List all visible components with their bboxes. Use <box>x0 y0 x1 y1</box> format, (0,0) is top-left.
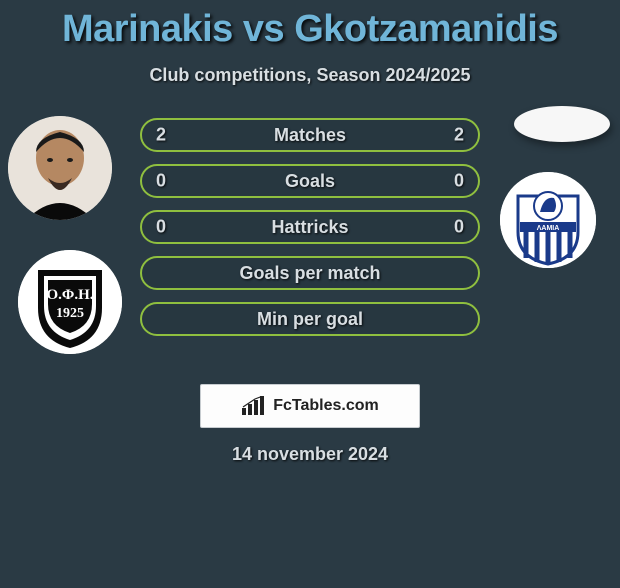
club-right-crest: ΛΑΜΙΑ <box>500 172 596 268</box>
club-left-crest: O.Φ.H. 1925 <box>18 250 122 354</box>
page-title: Marinakis vs Gkotzamanidis <box>0 8 620 51</box>
stat-left-value: 0 <box>156 171 166 192</box>
crest-year: 1925 <box>56 306 84 321</box>
person-silhouette-icon <box>8 116 112 220</box>
attribution-badge: FcTables.com <box>200 384 420 428</box>
stat-row-matches: 2 Matches 2 <box>140 118 480 152</box>
stat-label: Goals per match <box>239 263 380 284</box>
bar-chart-icon <box>241 396 267 416</box>
stat-row-min-per-goal: Min per goal <box>140 302 480 336</box>
stat-label: Goals <box>285 171 335 192</box>
stat-row-hattricks: 0 Hattricks 0 <box>140 210 480 244</box>
stat-left-value: 0 <box>156 217 166 238</box>
compare-area: O.Φ.H. 1925 ΛΑΜΙΑ 2 Matches 2 <box>0 116 620 366</box>
player-right-avatar <box>514 106 610 142</box>
stat-right-value: 0 <box>454 171 464 192</box>
date-text: 14 november 2024 <box>0 444 620 465</box>
crest-abbrev: O.Φ.H. <box>46 287 93 303</box>
stat-label: Hattricks <box>271 217 348 238</box>
stat-label: Matches <box>274 125 346 146</box>
club-badge-icon: ΛΑΜΙΑ <box>500 172 596 268</box>
crest-label: ΛΑΜΙΑ <box>537 225 560 232</box>
stat-left-value: 2 <box>156 125 166 146</box>
stat-right-value: 0 <box>454 217 464 238</box>
attribution-text: FcTables.com <box>273 397 379 415</box>
stats-list: 2 Matches 2 0 Goals 0 0 Hattricks 0 Goal… <box>140 118 480 336</box>
player-left-avatar <box>8 116 112 220</box>
stat-right-value: 2 <box>454 125 464 146</box>
shield-crest-icon: O.Φ.H. 1925 <box>18 250 122 354</box>
stat-label: Min per goal <box>257 309 363 330</box>
subtitle: Club competitions, Season 2024/2025 <box>0 65 620 86</box>
stat-row-goals: 0 Goals 0 <box>140 164 480 198</box>
stat-row-goals-per-match: Goals per match <box>140 256 480 290</box>
